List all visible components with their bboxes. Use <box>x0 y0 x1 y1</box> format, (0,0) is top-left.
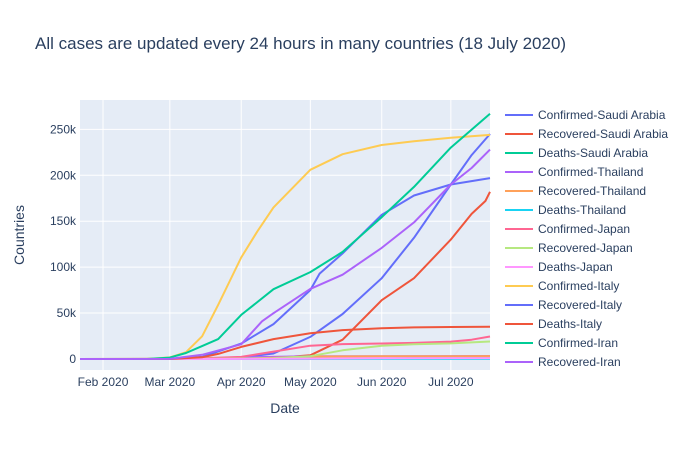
y-tick-label-1: 50k <box>57 306 77 320</box>
series-lines <box>79 113 491 360</box>
legend-label: Recovered-Italy <box>538 298 622 312</box>
y-tick-label-0: 0 <box>69 352 76 366</box>
y-tick-label-4: 200k <box>50 168 77 182</box>
y-tick-label-5: 250k <box>50 122 77 136</box>
series-line-recovered-iran <box>79 148 491 360</box>
x-tick-label-5: Jul 2020 <box>428 375 474 389</box>
legend-label: Confirmed-Iran <box>538 336 618 350</box>
legend-label: Deaths-Thailand <box>538 203 626 217</box>
legend-item-confirmed-saudi-arabia[interactable]: Confirmed-Saudi Arabia <box>505 108 666 122</box>
legend-label: Confirmed-Italy <box>538 279 619 293</box>
y-tick-label-3: 150k <box>50 214 77 228</box>
legend-label: Confirmed-Thailand <box>538 165 643 179</box>
legend-label: Deaths-Italy <box>538 317 602 331</box>
legend-item-recovered-japan[interactable]: Recovered-Japan <box>505 241 633 255</box>
legend-label: Recovered-Thailand <box>538 184 646 198</box>
legend-item-deaths-thailand[interactable]: Deaths-Thailand <box>505 203 626 217</box>
y-axis-title: Countries <box>11 205 27 265</box>
legend-item-deaths-japan[interactable]: Deaths-Japan <box>505 260 613 274</box>
series-line-confirmed-iran <box>80 113 491 360</box>
x-axis-ticks: Feb 2020 Mar 2020 Apr 2020 May 2020 Jun 2020… <box>78 375 474 389</box>
legend: Confirmed-Saudi Arabia Recovered-Saudi Ar… <box>505 108 668 369</box>
x-tick-label-3: May 2020 <box>284 375 337 389</box>
plot-background <box>80 100 490 370</box>
y-tick-label-2: 100k <box>50 260 77 274</box>
legend-label: Recovered-Iran <box>538 355 621 369</box>
legend-item-confirmed-iran[interactable]: Confirmed-Iran <box>505 336 618 350</box>
chart-title: All cases are updated every 24 hours in … <box>35 34 567 53</box>
x-tick-label-1: Mar 2020 <box>144 375 195 389</box>
legend-label: Confirmed-Japan <box>538 222 630 236</box>
legend-item-recovered-thailand[interactable]: Recovered-Thailand <box>505 184 646 198</box>
legend-item-deaths-saudi-arabia[interactable]: Deaths-Saudi Arabia <box>505 146 648 160</box>
legend-item-recovered-italy[interactable]: Recovered-Italy <box>505 298 622 312</box>
legend-label: Deaths-Japan <box>538 260 613 274</box>
series-line-deaths-italy <box>80 325 491 360</box>
legend-item-confirmed-thailand[interactable]: Confirmed-Thailand <box>505 165 643 179</box>
x-axis-title: Date <box>270 400 300 416</box>
y-axis-ticks: 0 50k 100k 150k 200k 250k <box>50 122 77 366</box>
x-tick-label-0: Feb 2020 <box>78 375 129 389</box>
x-tick-label-4: Jun 2020 <box>357 375 407 389</box>
legend-item-recovered-iran[interactable]: Recovered-Iran <box>505 355 621 369</box>
legend-item-deaths-italy[interactable]: Deaths-Italy <box>505 317 602 331</box>
legend-item-confirmed-italy[interactable]: Confirmed-Italy <box>505 279 619 293</box>
legend-item-confirmed-japan[interactable]: Confirmed-Japan <box>505 222 630 236</box>
legend-label: Deaths-Saudi Arabia <box>538 146 648 160</box>
legend-label: Recovered-Saudi Arabia <box>538 127 668 141</box>
x-tick-label-2: Apr 2020 <box>217 375 266 389</box>
legend-label: Recovered-Japan <box>538 241 633 255</box>
legend-item-recovered-saudi-arabia[interactable]: Recovered-Saudi Arabia <box>505 127 668 141</box>
legend-label: Confirmed-Saudi Arabia <box>538 108 666 122</box>
